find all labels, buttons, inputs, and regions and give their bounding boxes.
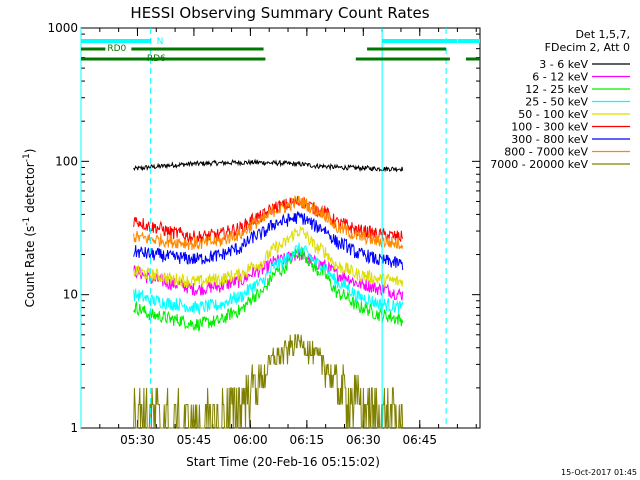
chart-title: HESSI Observing Summary Count Rates — [130, 4, 429, 22]
x-tick-label-4: 06:30 — [346, 433, 381, 447]
saa-bar-label-3: RD6 — [147, 54, 166, 64]
legend-label-3: 25 - 50 keV — [525, 96, 588, 109]
x-tick-label-2: 06:00 — [233, 433, 268, 447]
saa-bar-label-0: RD0 — [107, 44, 126, 54]
legend-label-5: 100 - 300 keV — [511, 121, 588, 134]
x-tick-label-0: 05:30 — [120, 433, 155, 447]
series-line-8 — [133, 334, 404, 429]
legend-label-7: 800 - 7000 keV — [504, 146, 588, 159]
y-tick-label-3: 1000 — [47, 21, 78, 35]
series-line-0 — [133, 158, 404, 173]
footer-timestamp: 15-Oct-2017 01:45 — [561, 468, 637, 477]
x-axis-label: Start Time (20-Feb-16 05:15:02) — [186, 455, 380, 469]
series-line-4 — [133, 226, 404, 288]
plot-frame — [80, 27, 481, 429]
y-axis-label: Count Rate (s-1 detector-1) — [22, 149, 37, 308]
legend-header-line-2: FDecim 2, Att 0 — [545, 41, 630, 54]
legend-label-4: 50 - 100 keV — [518, 108, 588, 121]
legend-label-1: 6 - 12 keV — [532, 71, 588, 84]
x-tick-label-1: 05:45 — [177, 433, 212, 447]
x-tick-label-3: 06:15 — [290, 433, 325, 447]
legend-label-6: 300 - 800 keV — [511, 133, 588, 146]
y-tick-label-1: 10 — [63, 288, 78, 302]
y-tick-label-2: 100 — [55, 154, 78, 168]
x-tick-label-5: 06:45 — [402, 433, 437, 447]
series-line-3 — [133, 242, 404, 316]
legend-label-2: 12 - 25 keV — [525, 83, 588, 96]
series-line-2 — [133, 247, 404, 332]
legend-label-8: 7000 - 20000 keV — [490, 158, 588, 171]
legend-header-line-1: Det 1,5,7, — [575, 28, 630, 41]
legend-label-0: 3 - 6 keV — [539, 58, 588, 71]
series-line-6 — [133, 211, 404, 271]
series-line-7 — [133, 194, 404, 251]
night-bar-label-0: N — [157, 37, 164, 47]
y-tick-label-0: 1 — [70, 421, 78, 435]
saa-bar-label-bg-0 — [105, 43, 132, 53]
